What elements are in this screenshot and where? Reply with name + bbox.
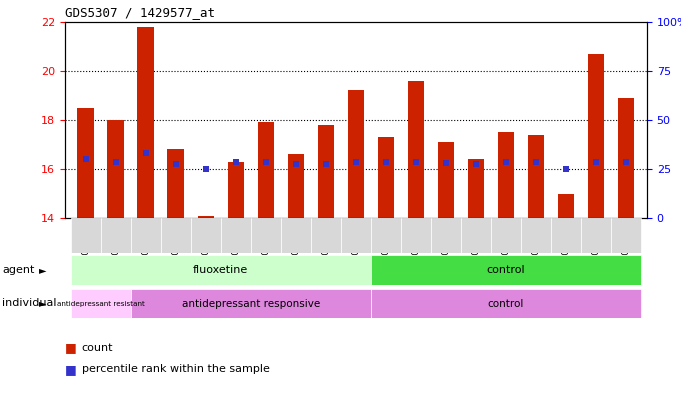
Bar — [168, 149, 184, 218]
Bar — [431, 218, 461, 253]
Bar — [131, 289, 371, 318]
Bar — [71, 289, 131, 318]
Bar — [401, 218, 431, 253]
Text: control: control — [488, 299, 524, 309]
Bar — [491, 218, 521, 253]
Bar — [408, 81, 424, 218]
Bar — [311, 218, 340, 253]
Bar — [191, 218, 221, 253]
Text: control: control — [487, 265, 525, 275]
Bar — [131, 218, 161, 253]
Bar — [281, 218, 311, 253]
Bar — [468, 159, 484, 218]
Text: count: count — [82, 343, 113, 353]
Bar — [438, 142, 454, 218]
Bar — [371, 289, 641, 318]
Bar — [221, 218, 251, 253]
Bar — [108, 120, 124, 218]
Bar — [251, 218, 281, 253]
Text: percentile rank within the sample: percentile rank within the sample — [82, 364, 270, 375]
Text: ■: ■ — [65, 363, 76, 376]
Bar — [528, 134, 544, 218]
Bar — [101, 218, 131, 253]
Bar — [257, 122, 274, 218]
Text: individual: individual — [2, 298, 57, 309]
Bar — [521, 218, 551, 253]
Bar — [287, 154, 304, 218]
Bar — [138, 26, 154, 218]
Bar — [78, 108, 94, 218]
Text: agent: agent — [2, 265, 35, 275]
Bar — [371, 218, 401, 253]
Bar — [317, 125, 334, 218]
Bar — [71, 255, 371, 285]
Bar — [340, 218, 371, 253]
Text: ■: ■ — [65, 341, 76, 354]
Text: antidepressant resistant: antidepressant resistant — [57, 301, 144, 307]
Bar — [71, 218, 101, 253]
Bar — [558, 193, 574, 218]
Bar — [618, 98, 634, 218]
Text: antidepressant responsive: antidepressant responsive — [182, 299, 320, 309]
Bar — [227, 162, 244, 218]
Bar — [377, 137, 394, 218]
Bar — [551, 218, 581, 253]
Bar — [588, 53, 604, 218]
Bar — [347, 90, 364, 218]
Bar — [371, 255, 641, 285]
Text: ►: ► — [39, 265, 46, 275]
Text: fluoxetine: fluoxetine — [193, 265, 249, 275]
Bar — [611, 218, 641, 253]
Bar — [197, 216, 214, 218]
Text: ►: ► — [39, 298, 46, 309]
Bar — [498, 132, 514, 218]
Text: GDS5307 / 1429577_at: GDS5307 / 1429577_at — [65, 6, 215, 19]
Bar — [161, 218, 191, 253]
Bar — [461, 218, 491, 253]
Bar — [581, 218, 611, 253]
